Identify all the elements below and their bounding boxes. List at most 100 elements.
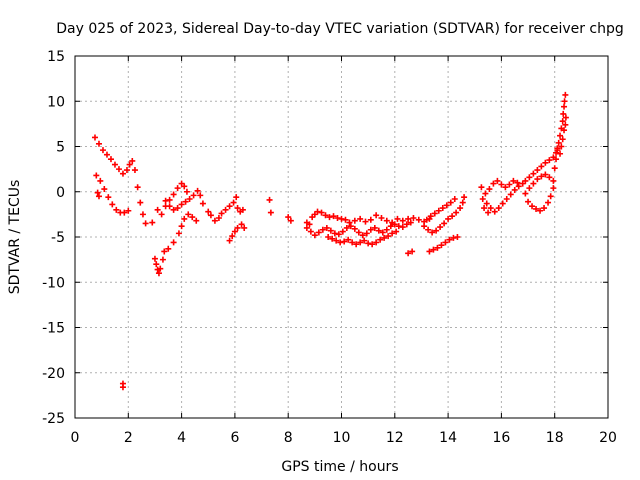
data-point <box>326 214 333 221</box>
data-point <box>318 209 325 216</box>
data-point <box>537 207 544 214</box>
data-point <box>383 226 390 233</box>
data-point <box>511 186 518 193</box>
data-point <box>330 213 337 220</box>
data-point <box>425 226 432 233</box>
x-tick-label: 0 <box>71 430 80 446</box>
data-point <box>285 214 292 221</box>
data-point <box>450 234 457 241</box>
data-point <box>491 208 498 215</box>
data-point <box>510 177 517 184</box>
data-point <box>159 256 166 263</box>
data-point <box>211 217 218 224</box>
data-point <box>561 103 568 110</box>
data-point <box>415 216 422 223</box>
data-point <box>194 187 201 194</box>
data-point <box>443 202 450 209</box>
data-point <box>303 224 310 231</box>
data-point <box>178 223 185 230</box>
data-point <box>325 234 332 240</box>
data-point <box>178 201 185 208</box>
data-point <box>233 194 240 201</box>
data-point <box>226 237 233 244</box>
data-point <box>129 157 136 164</box>
data-point <box>346 219 353 226</box>
data-point <box>533 205 540 212</box>
data-point <box>542 171 549 178</box>
data-point <box>486 186 493 193</box>
y-tick-label: -5 <box>51 230 65 246</box>
data-point <box>170 239 177 246</box>
data-point <box>185 211 192 218</box>
data-point <box>186 195 193 202</box>
data-point <box>131 167 138 174</box>
data-point <box>399 217 406 224</box>
data-point <box>170 191 177 198</box>
data-point <box>161 248 168 255</box>
data-point <box>361 237 368 244</box>
data-point <box>441 220 448 227</box>
data-point <box>357 215 364 222</box>
data-point <box>307 228 314 235</box>
x-tick-label: 14 <box>439 430 457 446</box>
data-point <box>142 220 149 227</box>
x-tick-label: 8 <box>284 430 293 446</box>
x-tick-label: 16 <box>492 430 510 446</box>
x-tick-label: 6 <box>230 430 239 446</box>
data-points <box>91 91 569 391</box>
data-point <box>355 229 362 236</box>
data-point <box>359 232 366 239</box>
data-point <box>363 230 370 237</box>
data-point <box>457 205 464 212</box>
data-point <box>367 226 374 233</box>
data-point <box>530 180 537 187</box>
data-point <box>562 114 569 121</box>
data-point <box>170 206 177 213</box>
data-point <box>495 205 502 212</box>
data-point <box>538 163 545 170</box>
data-point <box>337 239 344 246</box>
data-point <box>341 238 348 245</box>
data-point <box>190 192 197 199</box>
data-point <box>181 215 188 222</box>
data-point <box>437 224 444 231</box>
data-point <box>365 240 372 247</box>
data-point <box>315 229 322 236</box>
data-point <box>454 234 461 240</box>
y-tick-label: 10 <box>47 94 65 110</box>
data-point <box>483 200 490 207</box>
data-point <box>461 194 468 201</box>
data-point <box>379 229 386 236</box>
data-point <box>385 233 392 240</box>
data-point <box>375 227 382 234</box>
data-point <box>522 190 529 197</box>
data-point <box>342 216 349 223</box>
data-point <box>314 208 321 215</box>
data-point <box>560 110 567 117</box>
data-point <box>105 194 112 201</box>
data-point <box>234 224 241 231</box>
data-point <box>541 205 548 212</box>
data-point <box>153 261 160 268</box>
data-point <box>546 174 553 181</box>
data-point <box>215 214 222 221</box>
data-point <box>371 224 378 231</box>
grid-lines <box>75 56 608 418</box>
data-point <box>479 195 486 202</box>
data-point <box>550 177 557 184</box>
data-point <box>193 217 200 224</box>
data-point <box>555 139 562 146</box>
data-point <box>174 185 181 192</box>
data-point <box>481 205 488 212</box>
data-point <box>95 140 102 147</box>
data-point <box>389 230 396 237</box>
data-point <box>485 209 492 216</box>
y-tick-label: -25 <box>42 411 65 427</box>
data-point <box>91 134 98 141</box>
data-point <box>561 127 568 134</box>
data-point <box>525 198 532 205</box>
data-point <box>426 248 433 255</box>
data-point <box>446 236 453 243</box>
data-point <box>534 167 541 174</box>
data-point <box>182 198 189 205</box>
